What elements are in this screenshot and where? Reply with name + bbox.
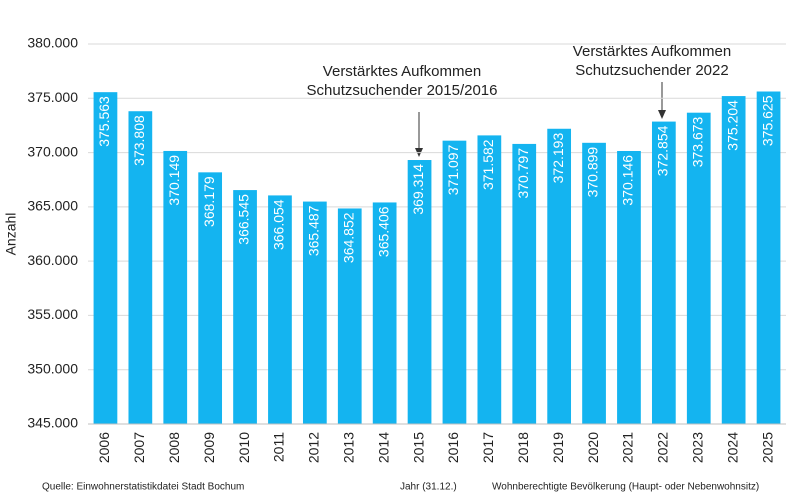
- value-label: 369.314: [410, 164, 426, 215]
- x-tick-label: 2006: [96, 432, 112, 463]
- x-tick-label: 2014: [375, 432, 391, 463]
- bar: [512, 143, 537, 425]
- x-tick-label: 2025: [759, 432, 775, 463]
- bar: [547, 128, 572, 424]
- y-tick-label: 350.000: [27, 360, 78, 376]
- bar: [721, 96, 746, 424]
- x-tick-label: 2009: [201, 432, 217, 463]
- value-label: 373.673: [689, 116, 705, 167]
- y-tick-label: 370.000: [27, 143, 78, 159]
- bar: [302, 201, 327, 424]
- value-label: 365.406: [375, 206, 391, 257]
- value-label: 375.204: [724, 100, 740, 151]
- bar: [128, 111, 153, 425]
- value-label: 365.487: [306, 205, 322, 256]
- bar: [477, 135, 502, 424]
- x-tick-label: 2016: [445, 432, 461, 463]
- x-tick-label: 2008: [166, 432, 182, 463]
- bar: [756, 91, 781, 424]
- x-tick-label: 2015: [410, 432, 426, 463]
- annotation-arrowhead: [658, 110, 666, 119]
- bar: [268, 195, 292, 424]
- bar: [582, 142, 606, 424]
- x-axis-label: Jahr (31.12.): [400, 482, 457, 493]
- bar: [198, 172, 223, 424]
- value-label: 368.179: [201, 176, 217, 227]
- value-label: 370.149: [166, 155, 182, 206]
- value-label: 366.054: [271, 199, 287, 250]
- annotation: Verstärktes Aufkommen: [323, 63, 481, 80]
- value-label: 370.899: [585, 147, 601, 198]
- bar: [233, 190, 257, 424]
- x-tick-label: 2017: [480, 432, 496, 463]
- x-tick-label: 2011: [271, 432, 287, 462]
- bar: [407, 160, 432, 425]
- x-tick-label: 2018: [515, 432, 531, 463]
- y-axis-label: Anzahl: [3, 213, 19, 256]
- value-label: 370.797: [515, 148, 531, 199]
- value-label: 364.852: [340, 212, 356, 263]
- value-label: 373.808: [131, 115, 147, 166]
- series-label: Wohnberechtigte Bevölkerung (Haupt- oder…: [492, 482, 759, 493]
- x-tick-label: 2012: [306, 432, 322, 463]
- bar: [372, 202, 397, 424]
- bar: [651, 121, 676, 424]
- x-tick-label: 2013: [340, 432, 356, 463]
- bar: [617, 150, 641, 425]
- value-label: 370.146: [620, 155, 636, 206]
- value-label: 371.582: [480, 139, 496, 190]
- x-tick-label: 2024: [724, 432, 740, 463]
- value-label: 372.854: [655, 125, 671, 176]
- x-tick-label: 2022: [655, 432, 671, 463]
- y-tick-label: 380.000: [27, 35, 78, 51]
- annotation: Schutzsuchender 2022: [575, 62, 728, 79]
- value-label: 366.545: [236, 194, 252, 245]
- x-tick-label: 2020: [585, 432, 601, 463]
- value-label: 375.563: [96, 96, 112, 147]
- x-tick-label: 2007: [131, 432, 147, 463]
- value-label: 372.193: [550, 133, 566, 184]
- bar: [337, 208, 362, 424]
- annotation: Verstärktes Aufkommen: [573, 43, 731, 60]
- x-tick-label: 2010: [236, 432, 252, 463]
- bar: [442, 140, 467, 425]
- value-label: 375.625: [759, 95, 775, 146]
- value-label: 371.097: [445, 144, 461, 195]
- y-tick-label: 375.000: [27, 89, 78, 105]
- y-tick-label: 360.000: [27, 252, 78, 268]
- annotation: Schutzsuchender 2015/2016: [307, 82, 498, 99]
- bar: [93, 92, 118, 424]
- y-tick-label: 345.000: [27, 415, 78, 431]
- x-tick-label: 2023: [689, 432, 705, 463]
- bar: [686, 112, 711, 424]
- x-tick-label: 2021: [620, 432, 636, 463]
- y-tick-label: 365.000: [27, 198, 78, 214]
- source-note: Quelle: Einwohnerstatistikdatei Stadt Bo…: [42, 482, 244, 493]
- y-tick-label: 355.000: [27, 306, 78, 322]
- x-tick-label: 2019: [550, 432, 566, 463]
- bar: [163, 150, 188, 424]
